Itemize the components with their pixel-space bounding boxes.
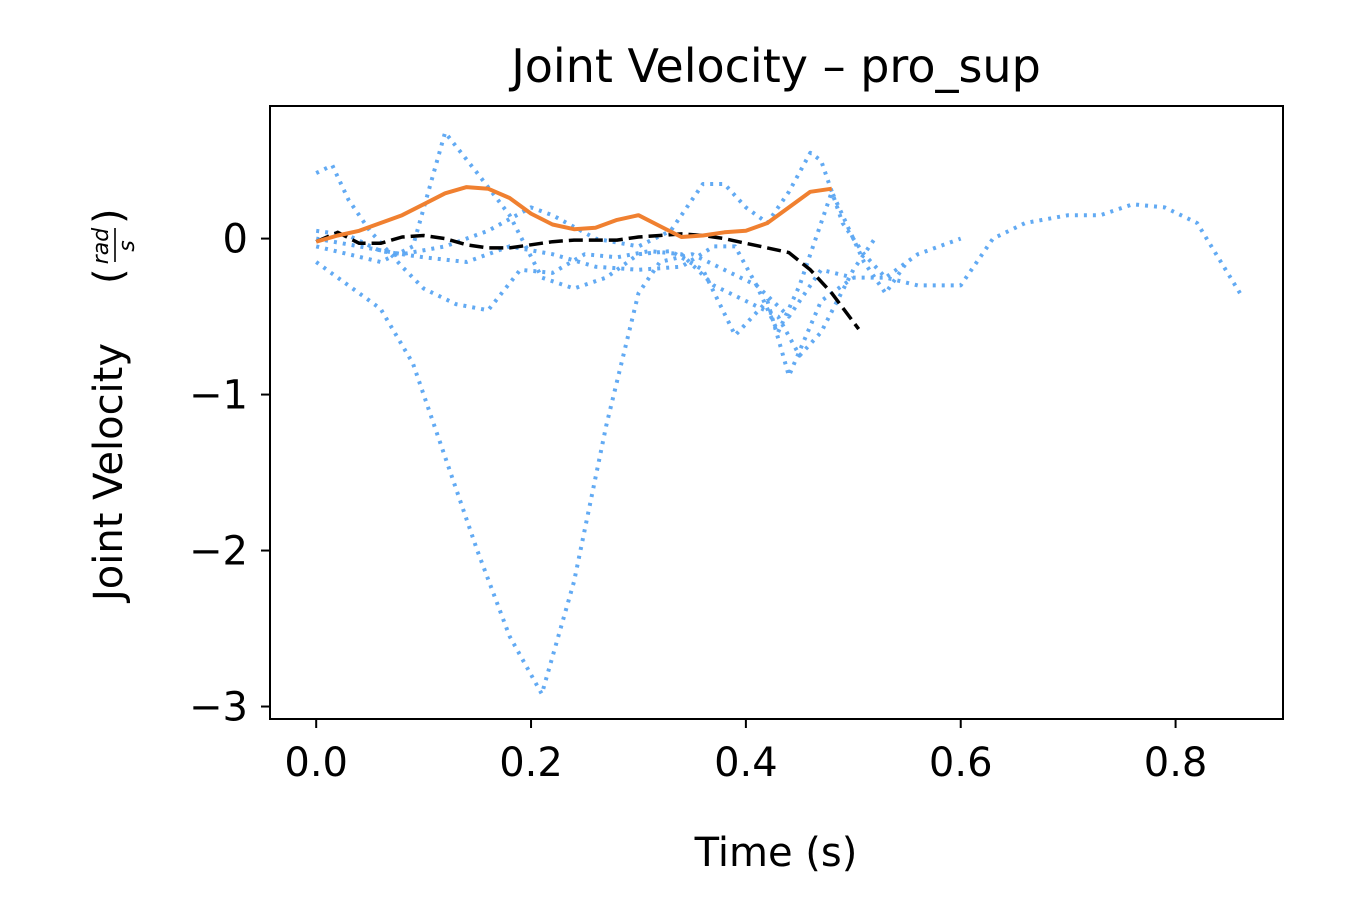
y-tick-label: −1	[189, 373, 248, 419]
x-axis-ticks: 0.0 0.2 0.4 0.6 0.8	[284, 719, 1207, 786]
unit-denominator: s	[115, 240, 140, 251]
x-tick-label: 0.0	[284, 740, 348, 786]
x-axis-label: Time (s)	[694, 830, 858, 876]
x-tick-label: 0.8	[1144, 740, 1208, 786]
series-layer	[315, 130, 1242, 696]
y-axis-unit: ( rad s )	[86, 208, 140, 284]
y-axis-ticks: 0 −1 −2 −3	[189, 217, 270, 731]
y-axis-label-group: Joint Velocity ( rad s )	[86, 208, 140, 604]
unit-right-paren: )	[86, 208, 132, 224]
y-axis-label: Joint Velocity	[86, 343, 132, 604]
y-tick-label: −3	[189, 685, 248, 731]
x-tick-label: 0.4	[714, 740, 778, 786]
x-tick-label: 0.6	[929, 740, 993, 786]
series-line-model_solid	[315, 185, 833, 244]
y-tick-label: −2	[189, 529, 248, 575]
unit-left-paren: (	[86, 268, 132, 284]
unit-numerator: rad	[89, 227, 114, 265]
axes-frame	[269, 105, 1284, 720]
plot-area	[269, 105, 1284, 720]
chart-title: Joint Velocity – pro_sup	[508, 39, 1041, 93]
y-tick-label: 0	[223, 217, 248, 263]
x-tick-label: 0.2	[499, 740, 563, 786]
series-line-trial_3	[315, 150, 962, 280]
